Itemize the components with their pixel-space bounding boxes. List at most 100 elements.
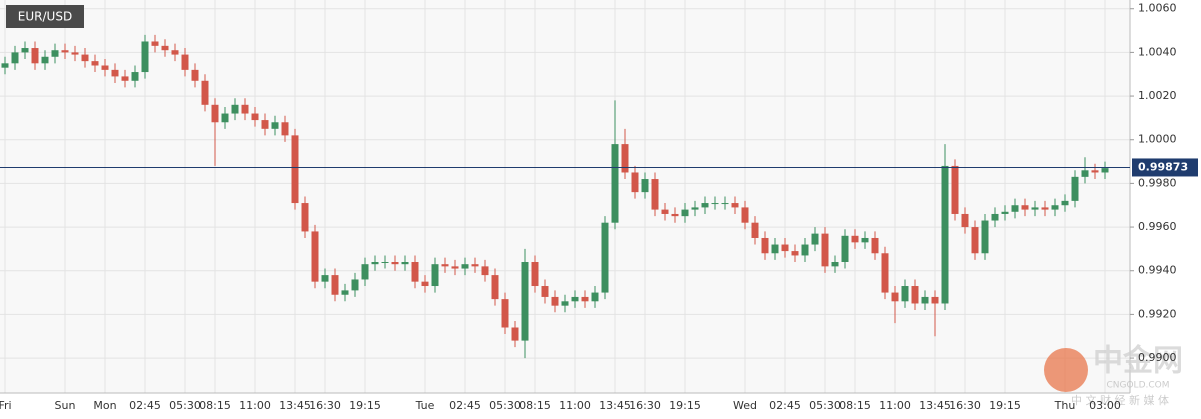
candle-body bbox=[451, 266, 459, 269]
candle-body bbox=[41, 56, 49, 64]
x-tick-label: 13:45 bbox=[919, 399, 951, 412]
candle-body bbox=[161, 45, 169, 51]
candle-body bbox=[1081, 170, 1089, 177]
candle-body bbox=[601, 222, 609, 293]
candle-body bbox=[91, 61, 99, 66]
candle-body bbox=[761, 237, 769, 254]
candle-body bbox=[1021, 205, 1029, 210]
x-tick-label: Tue bbox=[415, 399, 435, 412]
candle-body bbox=[631, 172, 639, 193]
candle-body bbox=[901, 286, 909, 302]
candle-body bbox=[691, 207, 699, 210]
candle-body bbox=[521, 262, 529, 341]
x-tick-label: Sun bbox=[55, 399, 76, 412]
candle-body bbox=[371, 262, 379, 265]
candle-body bbox=[111, 69, 119, 77]
candle-body bbox=[921, 296, 929, 304]
candle-body bbox=[251, 113, 259, 121]
y-tick-label: 1.0060 bbox=[1138, 2, 1177, 15]
candle-body bbox=[871, 237, 879, 254]
candle-body bbox=[381, 262, 389, 263]
candle-body bbox=[641, 179, 649, 193]
candle-body bbox=[71, 52, 79, 55]
x-tick-label: Mon bbox=[93, 399, 116, 412]
x-tick-label: 02:45 bbox=[769, 399, 801, 412]
x-tick-label: 19:15 bbox=[669, 399, 701, 412]
x-tick-label: 11:00 bbox=[879, 399, 911, 412]
candle-body bbox=[831, 262, 839, 267]
candle-body bbox=[171, 50, 179, 55]
candle-body bbox=[201, 80, 209, 105]
candle-body bbox=[891, 292, 899, 302]
candle-body bbox=[681, 209, 689, 217]
candle-body bbox=[531, 262, 539, 287]
candle-body bbox=[211, 104, 219, 123]
candle-body bbox=[51, 50, 59, 57]
y-tick-label: 1.0000 bbox=[1138, 133, 1177, 146]
candle-body bbox=[801, 244, 809, 256]
candle-body bbox=[351, 279, 359, 291]
candle-body bbox=[971, 227, 979, 254]
candle-body bbox=[441, 264, 449, 267]
x-tick-label: 11:00 bbox=[559, 399, 591, 412]
x-tick-label: 02:45 bbox=[449, 399, 481, 412]
x-tick-label: 16:30 bbox=[309, 399, 341, 412]
candle-body bbox=[481, 266, 489, 276]
candle-body bbox=[1101, 168, 1109, 173]
x-tick-label: Wed bbox=[733, 399, 757, 412]
candle-body bbox=[1, 63, 9, 68]
x-tick-label: 16:30 bbox=[949, 399, 981, 412]
candle-body bbox=[191, 69, 199, 81]
candle-body bbox=[1091, 170, 1099, 173]
candle-body bbox=[811, 233, 819, 245]
candle-body bbox=[731, 203, 739, 208]
candle-body bbox=[341, 290, 349, 295]
y-tick-label: 1.0020 bbox=[1138, 89, 1177, 102]
candle-body bbox=[861, 237, 869, 243]
candle-body bbox=[511, 327, 519, 341]
x-tick-label: 02:45 bbox=[129, 399, 161, 412]
candle-body bbox=[331, 275, 339, 295]
candle-body bbox=[611, 144, 619, 223]
candle-body bbox=[931, 296, 939, 304]
chart-title: EUR/USD bbox=[18, 10, 72, 24]
candle-body bbox=[1071, 176, 1079, 201]
title-box bbox=[6, 5, 84, 28]
candle-body bbox=[1061, 200, 1069, 206]
x-tick-label: 19:15 bbox=[349, 399, 381, 412]
candle-body bbox=[231, 104, 239, 114]
x-tick-label: 03:00 bbox=[1089, 399, 1121, 412]
candle-body bbox=[471, 264, 479, 267]
candle-body bbox=[841, 235, 849, 262]
x-tick-label: 11:00 bbox=[239, 399, 271, 412]
candle-body bbox=[791, 251, 799, 256]
candle-body bbox=[851, 235, 859, 243]
candle-body bbox=[1051, 205, 1059, 210]
candle-body bbox=[751, 222, 759, 238]
candle-body bbox=[561, 301, 569, 306]
candle-body bbox=[221, 113, 229, 123]
candle-body bbox=[271, 122, 279, 129]
candle-body bbox=[881, 253, 889, 293]
x-tick-label: 16:30 bbox=[629, 399, 661, 412]
y-tick-label: 0.9920 bbox=[1138, 307, 1177, 320]
candle-body bbox=[121, 76, 129, 81]
candle-body bbox=[571, 296, 579, 302]
watermark-name: 中金网 bbox=[1093, 344, 1183, 379]
y-tick-label: 0.9980 bbox=[1138, 176, 1177, 189]
watermark: 中金网 CNGOLD.COM 中 文 财 经 新 媒 体 bbox=[1044, 344, 1183, 407]
candle-body bbox=[1011, 205, 1019, 212]
candle-body bbox=[401, 262, 409, 265]
x-tick-label: 19:15 bbox=[989, 399, 1021, 412]
candle-body bbox=[961, 213, 969, 228]
candle-body bbox=[551, 296, 559, 306]
candle-body bbox=[771, 244, 779, 254]
candle-body bbox=[661, 209, 669, 214]
candle-body bbox=[991, 213, 999, 221]
y-tick-label: 0.9900 bbox=[1138, 351, 1177, 364]
watermark-slogan: 中 文 财 经 新 媒 体 bbox=[1071, 393, 1169, 407]
candle-body bbox=[81, 54, 89, 62]
candle-body bbox=[151, 41, 159, 46]
candle-body bbox=[1041, 207, 1049, 210]
